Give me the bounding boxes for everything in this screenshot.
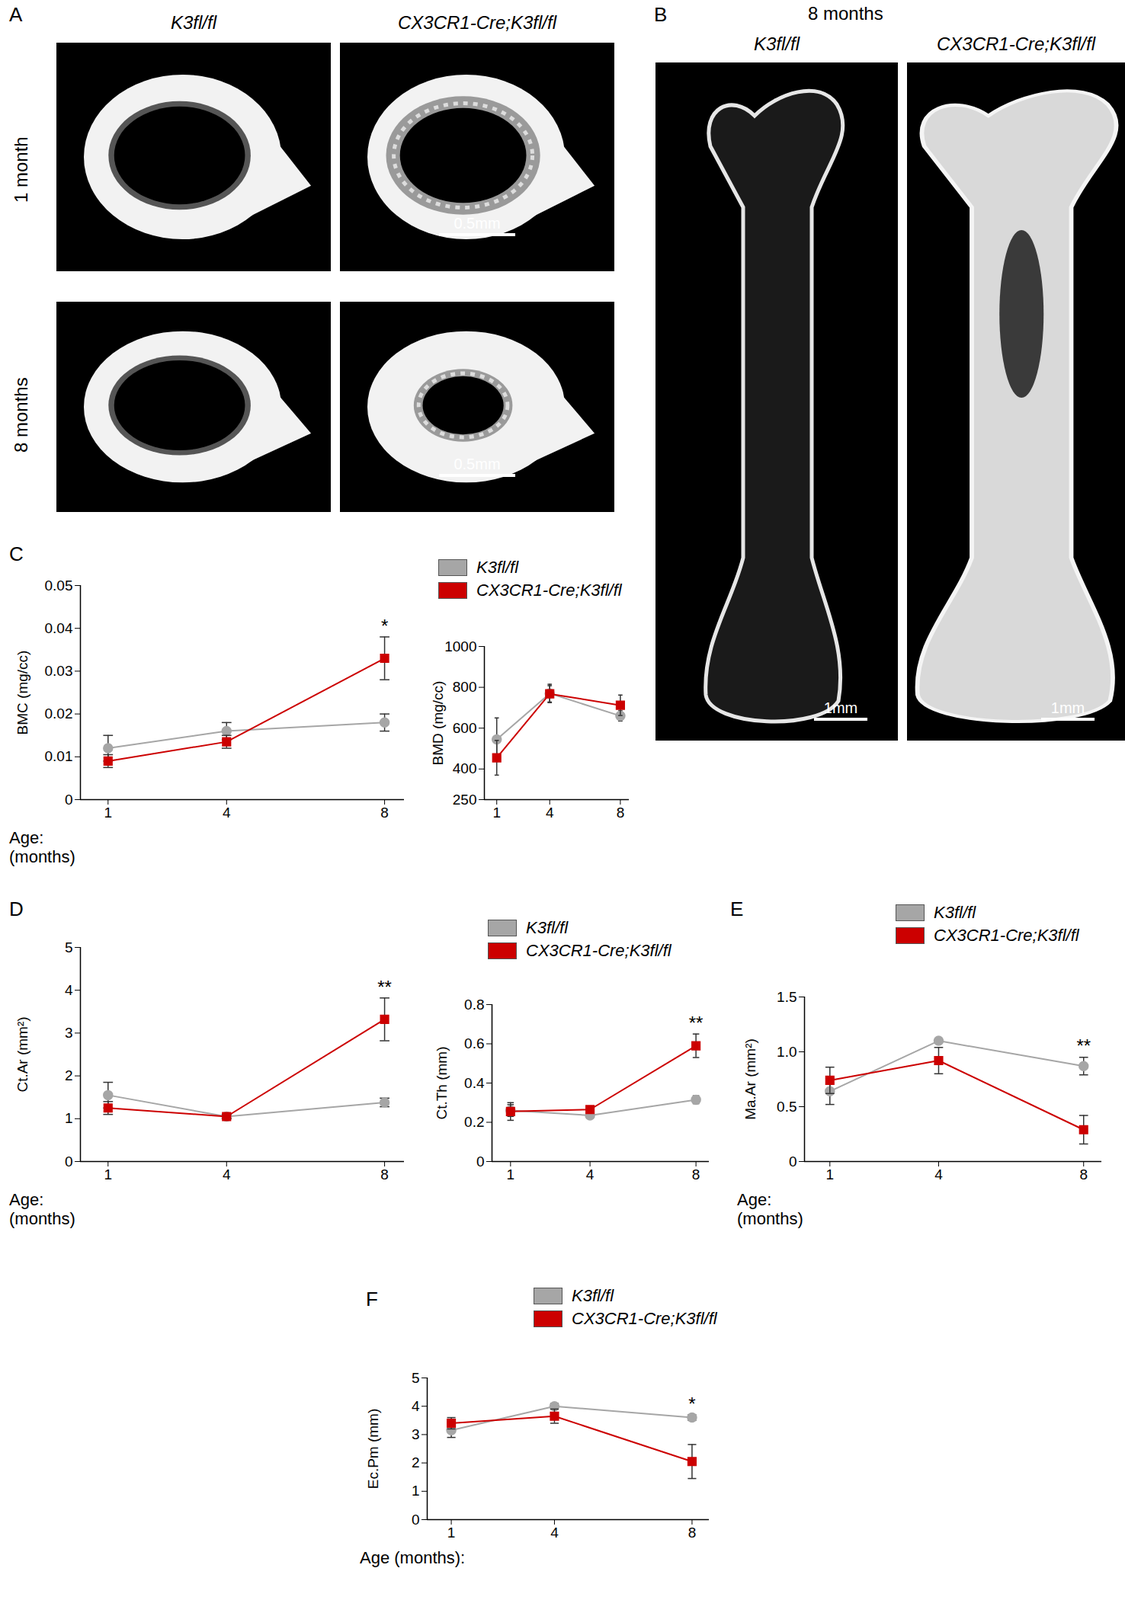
html-text:D: D (9, 897, 24, 921)
html-text:Age: (months): Age: (months) (737, 1190, 804, 1229)
html-text:CX3CR1-Cre;K3fl/fl: CX3CR1-Cre;K3fl/fl (397, 12, 557, 33)
svg-text:0.4: 0.4 (464, 1075, 485, 1092)
html-text:CX3CR1-Cre;K3fl/fl: CX3CR1-Cre;K3fl/fl (571, 1309, 717, 1329)
svg-text:0: 0 (64, 1153, 74, 1170)
svg-text:1: 1 (447, 1525, 456, 1542)
html-text:Age (months):: Age (months): (359, 1548, 466, 1568)
svg-text:**: ** (377, 976, 392, 997)
svg-text:3: 3 (64, 1025, 74, 1042)
svg-text:0.6: 0.6 (464, 1035, 484, 1052)
svg-text:1.5: 1.5 (776, 989, 797, 1006)
svg-text:0.03: 0.03 (44, 663, 74, 680)
svg-text:1mm: 1mm (1051, 699, 1085, 717)
svg-text:8: 8 (688, 1525, 697, 1542)
svg-text:1: 1 (506, 1166, 516, 1183)
html-text:K3fl/fl: K3fl/fl (571, 1286, 614, 1306)
svg-text:8: 8 (380, 1166, 389, 1183)
svg-text:0.5mm: 0.5mm (453, 214, 500, 232)
html-text:CX3CR1-Cre;K3fl/fl: CX3CR1-Cre;K3fl/fl (933, 926, 1080, 946)
svg-text:5: 5 (64, 939, 74, 956)
html-text:8 months: 8 months (10, 377, 32, 453)
svg-text:1: 1 (103, 1166, 113, 1183)
html-text:CX3CR1-Cre;K3fl/fl: CX3CR1-Cre;K3fl/fl (476, 580, 622, 600)
html-text:8 months: 8 months (807, 3, 884, 24)
svg-text:0.8: 0.8 (464, 996, 484, 1013)
svg-text:*: * (381, 615, 388, 637)
svg-text:0.01: 0.01 (44, 748, 74, 765)
svg-text:4: 4 (550, 1525, 559, 1542)
svg-text:1: 1 (64, 1110, 74, 1127)
html-text:A: A (9, 3, 23, 26)
html-text:Age: (months): Age: (months) (9, 828, 76, 867)
svg-text:**: ** (1076, 1035, 1091, 1057)
html-text:CX3CR1-Cre;K3fl/fl: CX3CR1-Cre;K3fl/fl (525, 941, 672, 961)
svg-text:1: 1 (826, 1166, 835, 1183)
svg-text:0.5mm: 0.5mm (453, 455, 500, 473)
svg-text:0.04: 0.04 (44, 620, 74, 637)
html-text:E: E (730, 897, 744, 921)
svg-text:4: 4 (934, 1166, 943, 1183)
svg-text:4: 4 (545, 804, 555, 821)
svg-text:1: 1 (492, 804, 501, 821)
html-text:1 month: 1 month (10, 136, 32, 203)
svg-text:Ct.Th (mm): Ct.Th (mm) (433, 1046, 450, 1120)
svg-text:0.05: 0.05 (44, 577, 74, 594)
svg-text:0: 0 (64, 791, 74, 808)
html-text:Age: (months): Age: (months) (9, 1190, 76, 1229)
svg-text:0.2: 0.2 (464, 1114, 484, 1131)
svg-text:8: 8 (616, 804, 625, 821)
svg-text:4: 4 (586, 1166, 595, 1183)
html-text:CX3CR1-Cre;K3fl/fl: CX3CR1-Cre;K3fl/fl (936, 33, 1096, 55)
svg-text:2: 2 (64, 1067, 74, 1084)
svg-text:4: 4 (222, 804, 231, 821)
svg-text:5: 5 (411, 1370, 420, 1387)
svg-text:BMD (mg/cc): BMD (mg/cc) (429, 681, 446, 767)
svg-text:**: ** (689, 1012, 704, 1034)
svg-text:4: 4 (64, 982, 74, 999)
html-text:K3fl/fl: K3fl/fl (170, 12, 217, 33)
svg-text:8: 8 (1079, 1166, 1088, 1183)
html-text:K3fl/fl: K3fl/fl (476, 557, 519, 577)
html-text:K3fl/fl: K3fl/fl (753, 33, 800, 55)
svg-text:1.0: 1.0 (776, 1044, 797, 1061)
svg-text:1: 1 (103, 804, 113, 821)
svg-text:8: 8 (692, 1166, 701, 1183)
svg-text:*: * (688, 1394, 696, 1415)
svg-text:0: 0 (476, 1153, 485, 1170)
svg-text:Ct.Ar (mm²): Ct.Ar (mm²) (14, 1016, 31, 1093)
svg-text:600: 600 (452, 720, 478, 737)
svg-text:800: 800 (452, 679, 478, 696)
svg-text:2: 2 (411, 1455, 420, 1472)
svg-text:Ma.Ar (mm²): Ma.Ar (mm²) (742, 1038, 759, 1121)
svg-text:0.02: 0.02 (44, 705, 74, 722)
svg-text:0: 0 (411, 1512, 420, 1529)
svg-text:3: 3 (411, 1426, 420, 1443)
svg-text:250: 250 (452, 791, 478, 808)
svg-text:1000: 1000 (444, 638, 477, 655)
svg-text:Ec.Pm (mm): Ec.Pm (mm) (365, 1409, 382, 1491)
svg-text:0: 0 (788, 1153, 798, 1170)
svg-text:4: 4 (222, 1166, 231, 1183)
svg-text:8: 8 (380, 804, 389, 821)
svg-text:BMC (mg/cc): BMC (mg/cc) (14, 650, 31, 736)
svg-text:400: 400 (452, 760, 478, 777)
html-text:K3fl/fl: K3fl/fl (525, 918, 568, 938)
svg-text:1: 1 (411, 1483, 420, 1500)
html-text:C: C (9, 542, 24, 566)
html-text:B: B (653, 3, 668, 26)
svg-text:4: 4 (411, 1398, 420, 1415)
html-text:F: F (365, 1288, 378, 1311)
html-text:K3fl/fl: K3fl/fl (933, 903, 976, 923)
svg-text:1mm: 1mm (823, 699, 858, 717)
svg-text:0.5: 0.5 (776, 1099, 797, 1116)
